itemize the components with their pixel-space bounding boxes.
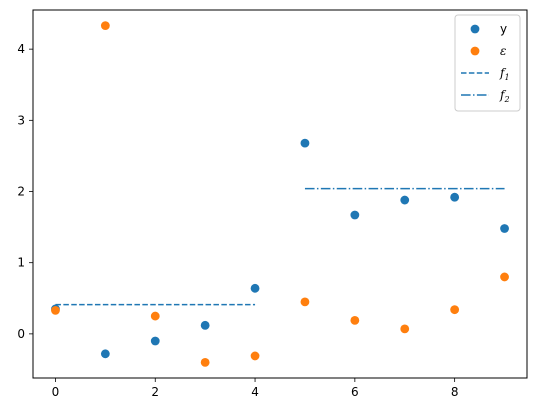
legend-marker-y bbox=[470, 24, 480, 34]
series-layer bbox=[51, 21, 509, 367]
scatter-point-y bbox=[300, 138, 310, 148]
plot-background bbox=[33, 10, 527, 378]
scatter-point-y bbox=[500, 224, 509, 233]
x-axis: 0 2 4 6 8 bbox=[52, 378, 459, 399]
scatter-point-y bbox=[100, 349, 110, 359]
y-tick-label: 3 bbox=[17, 113, 25, 127]
scatter-point-epsilon bbox=[500, 272, 509, 282]
legend-label-epsilon: ε bbox=[500, 44, 506, 58]
scatter-point-epsilon bbox=[150, 311, 160, 321]
y-tick-label: 2 bbox=[17, 185, 25, 199]
scatter-point-y bbox=[150, 336, 160, 346]
scatter-point-y bbox=[250, 283, 260, 293]
scatter-point-epsilon bbox=[450, 305, 460, 315]
scatter-point-y bbox=[400, 195, 410, 205]
scatter-point-epsilon bbox=[250, 351, 260, 361]
scatter-point-epsilon bbox=[400, 324, 410, 334]
scatter-point-epsilon bbox=[300, 297, 310, 307]
scatter-point-epsilon bbox=[350, 315, 360, 325]
scatter-point-y bbox=[200, 320, 210, 330]
y-tick-label: 1 bbox=[17, 256, 25, 270]
scatter-point-epsilon bbox=[200, 357, 210, 367]
scatter-point-epsilon bbox=[51, 305, 60, 315]
scatter-point-y bbox=[450, 192, 460, 202]
legend-label-f2: f2 bbox=[499, 88, 510, 104]
legend-label-y: y bbox=[500, 22, 507, 36]
legend-subscript: 2 bbox=[503, 95, 509, 104]
x-tick-label: 8 bbox=[451, 385, 459, 399]
legend: yε f1 f2 bbox=[454, 14, 521, 112]
x-tick-label: 6 bbox=[351, 385, 359, 399]
legend-box bbox=[454, 14, 521, 112]
scatter-point-y bbox=[350, 210, 360, 220]
y-tick-label: 4 bbox=[17, 42, 25, 56]
x-tick-label: 2 bbox=[151, 385, 159, 399]
scatter-point-epsilon bbox=[100, 21, 110, 31]
y-axis: 0 1 2 3 4 bbox=[17, 42, 33, 341]
plot-frame bbox=[32, 9, 528, 379]
x-tick-label: 0 bbox=[52, 385, 60, 399]
legend-marker-epsilon bbox=[470, 46, 480, 56]
legend-subscript: 1 bbox=[504, 73, 509, 82]
y-tick-label: 0 bbox=[17, 327, 25, 341]
legend-label-f1: f1 bbox=[499, 66, 510, 82]
x-tick-label: 4 bbox=[251, 385, 259, 399]
